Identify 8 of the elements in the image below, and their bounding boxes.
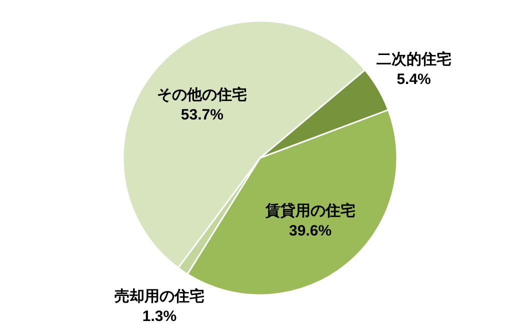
data-label: 1.3% bbox=[142, 308, 177, 326]
slice-label: 賃貸用の住宅 bbox=[264, 202, 356, 220]
data-label: 53.7% bbox=[180, 106, 224, 124]
data-label: 5.4% bbox=[396, 71, 431, 88]
data-label: 39.6% bbox=[289, 222, 332, 240]
slice-label: その他の住宅 bbox=[157, 85, 248, 104]
slice-label: 売却用の住宅 bbox=[114, 287, 205, 306]
slice-label: 二次的住宅 bbox=[376, 50, 452, 68]
